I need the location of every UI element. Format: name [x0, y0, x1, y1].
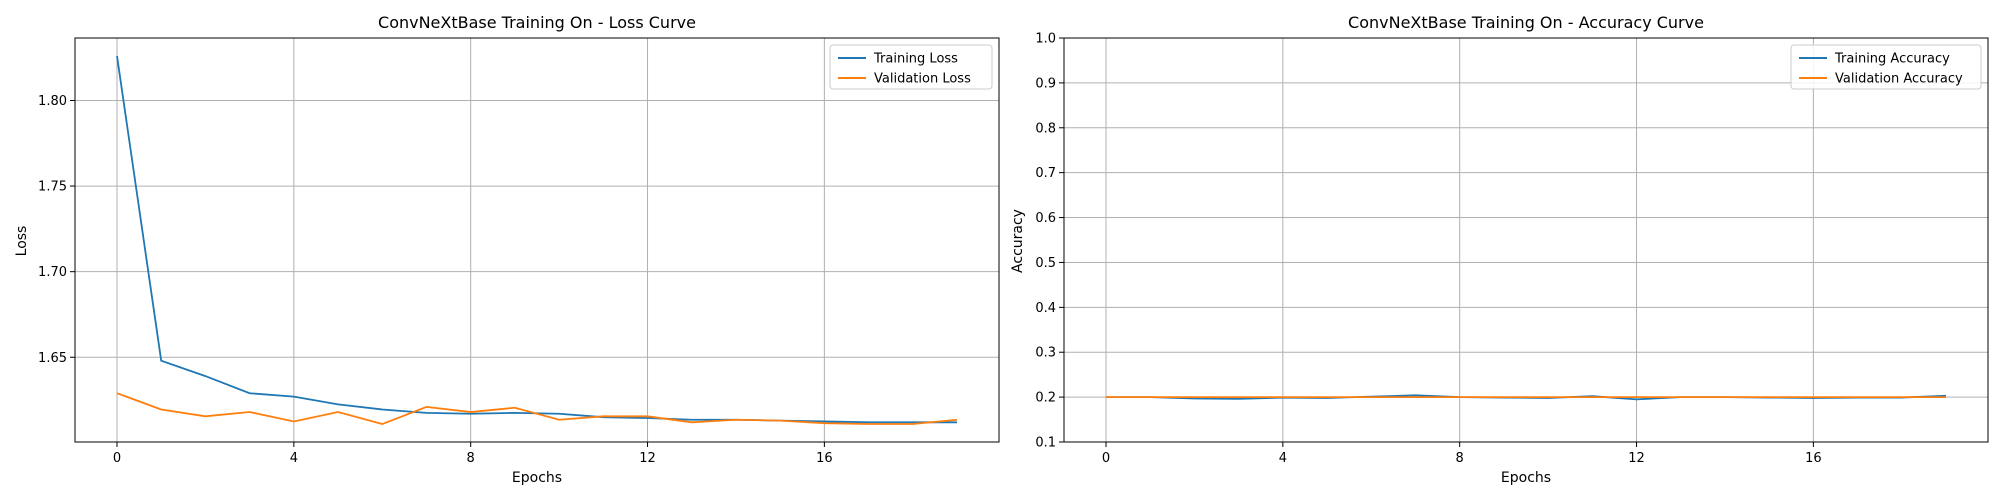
x-tick-label: 4	[290, 451, 298, 466]
grid	[1064, 37, 1988, 443]
x-tick-label: 0	[113, 451, 121, 466]
axes-frame	[1063, 37, 1989, 443]
y-tick-label: 1.70	[38, 265, 67, 280]
series-line-validation-loss	[116, 392, 958, 425]
y-tick-label: 1.75	[38, 180, 67, 195]
y-tick-label: 0.3	[1035, 346, 1056, 361]
y-tick-label: 0.7	[1035, 166, 1056, 181]
x-tick-label: 0	[1102, 451, 1110, 466]
axes-frame	[74, 37, 1000, 443]
y-tick-label: 0.9	[1035, 76, 1056, 91]
y-tick-label: 0.8	[1035, 121, 1056, 136]
x-axis-label: Epochs	[512, 470, 562, 486]
legend-label: Validation Accuracy	[1835, 72, 1963, 87]
y-tick-label: 1.65	[38, 351, 67, 366]
x-tick-label: 4	[1279, 451, 1287, 466]
x-axis-label: Epochs	[1501, 470, 1551, 486]
legend: Training Loss Validation Loss	[829, 44, 993, 90]
accuracy-chart: ConvNeXtBase Training On - Accuracy Curv…	[1010, 13, 1989, 486]
series-line-training-loss	[116, 55, 957, 424]
legend: Training Accuracy Validation Accuracy	[1790, 44, 1982, 90]
x-tick-label: 12	[639, 451, 656, 466]
loss-chart: ConvNeXtBase Training On - Loss Curve Ep…	[14, 13, 1000, 486]
y-tick-label: 0.4	[1035, 301, 1056, 316]
legend-box	[1790, 44, 1982, 90]
legend-box	[829, 44, 993, 90]
y-tick-label: 1.80	[38, 94, 67, 109]
y-axis-label: Accuracy	[1010, 209, 1026, 273]
y-tick-label: 0.6	[1035, 211, 1056, 226]
x-tick-label: 12	[1628, 451, 1645, 466]
chart-title: ConvNeXtBase Training On - Loss Curve	[378, 13, 696, 32]
x-tick-label: 8	[1456, 451, 1464, 466]
y-tick-label: 1.0	[1035, 32, 1056, 47]
grid	[75, 38, 999, 442]
chart-title: ConvNeXtBase Training On - Accuracy Curv…	[1348, 13, 1704, 32]
legend-label: Training Accuracy	[1834, 52, 1950, 67]
legend-label: Training Loss	[873, 52, 958, 67]
x-tick-label: 8	[467, 451, 475, 466]
y-tick-label: 0.2	[1035, 391, 1056, 406]
y-axis-label: Loss	[14, 226, 30, 257]
x-tick-label: 16	[1805, 451, 1822, 466]
y-tick-label: 0.1	[1035, 436, 1056, 451]
legend-label: Validation Loss	[874, 72, 971, 87]
y-tick-label: 0.5	[1035, 256, 1056, 271]
x-tick-label: 16	[816, 451, 833, 466]
